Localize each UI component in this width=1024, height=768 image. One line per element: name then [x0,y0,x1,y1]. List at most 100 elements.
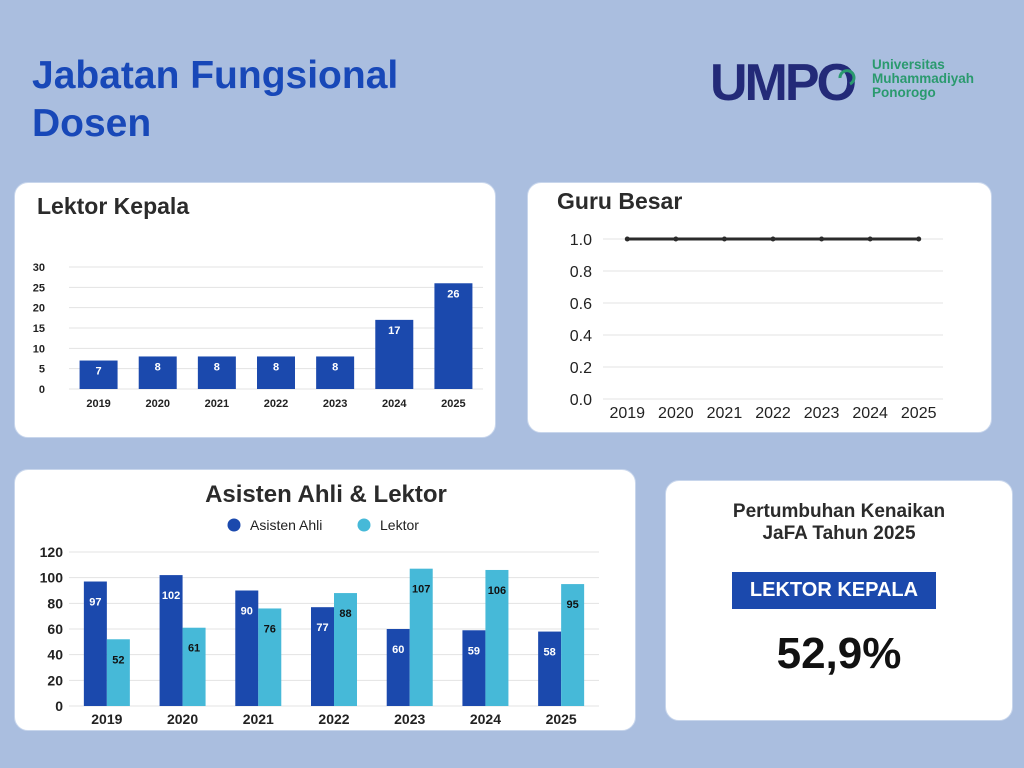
bar [485,569,509,706]
logo-swirl-icon [838,69,856,86]
umpo-logo: UMPO [710,54,859,106]
y-tick-label: 25 [33,282,45,294]
data-label: 58 [544,647,556,659]
bar [409,568,433,706]
data-label: 59 [468,645,480,657]
bar [79,360,118,389]
data-label: 107 [412,584,430,596]
x-tick-label: 2022 [318,711,349,727]
y-tick-label: 0 [55,698,63,714]
x-tick-label: 2020 [658,405,694,422]
data-label: 106 [488,585,506,597]
y-tick-label: 10 [33,343,45,355]
data-label: 95 [567,599,579,611]
guru-besar-chart: 0.0 0.2 0.4 0.6 0.8 1.0 2019 2020 2021 2022 2023 20… [570,232,943,422]
bar [462,630,486,706]
data-label: 17 [388,325,400,337]
bar [83,581,107,706]
bar [106,639,130,706]
bar [159,575,183,706]
page-title: Jabatan Fungsional Dosen [32,52,398,148]
bar [375,319,414,389]
bar [386,629,410,706]
x-tick-label: 2025 [901,405,937,422]
legend-swatch [227,518,241,532]
y-tick-label: 0 [39,384,45,396]
summary-subtitle-line1: Pertumbuhan Kenaikan [732,501,946,522]
summary-subtitle-line2: JaFA Tahun 2025 [762,523,916,544]
lektor-kepala-chart: 0510152025307201982020820218202282023172… [33,262,483,410]
bar [334,593,357,706]
y-tick-label: 120 [40,544,64,560]
data-label: 8 [332,361,338,373]
asisten-lektor-title: Asisten Ahli & Lektor [205,481,447,508]
x-tick-label: 2019 [91,711,122,727]
data-label: 77 [316,622,328,634]
x-tick-label: 2023 [394,711,425,727]
data-label: 76 [264,623,276,635]
bar [561,584,585,706]
y-tick-label: 5 [39,364,45,376]
bar [197,356,236,389]
x-tick-label: 2020 [167,711,198,727]
legend-swatch [357,518,371,532]
logo-text-line2: Muhammadiyah [872,71,975,86]
x-tick-label: 2022 [264,398,288,410]
x-tick-label: 2025 [546,711,577,727]
x-tick-label: 2021 [243,711,274,727]
logo-text-line3: Ponorogo [872,85,936,100]
bar [316,356,355,389]
bar [258,608,282,706]
data-point [721,236,727,242]
logo-text: Universitas Muhammadiyah Ponorogo [872,58,974,100]
y-tick-label: 0.6 [570,296,592,313]
y-tick-label: 100 [40,570,64,586]
data-point [867,236,873,242]
y-tick-label: 0.2 [570,360,592,377]
data-point [673,236,679,242]
x-tick-label: 2022 [755,405,791,422]
legend-label: Asisten Ahli [250,517,322,533]
x-tick-label: 2021 [707,405,743,422]
data-label: 7 [96,366,102,378]
x-tick-label: 2024 [852,405,888,422]
bar [138,356,177,389]
data-label: 61 [188,643,200,655]
data-label: 26 [447,288,459,300]
y-tick-label: 15 [33,323,45,335]
summary-subtitle: Pertumbuhan Kenaikan JaFA Tahun 2025 [666,501,1012,545]
bar [434,283,473,389]
x-tick-label: 2020 [145,398,169,410]
logo-mark: UMPO [710,54,856,106]
growth-percent: 52,9% [776,629,902,678]
data-point [770,236,776,242]
y-tick-label: 20 [33,303,45,315]
data-point [624,236,630,242]
y-tick-label: 0.8 [570,264,592,281]
lektor-kepala-card: Lektor Kepala 0 5 10 15 20 25 30 7 2019 8 2020 8 202… [14,182,496,438]
lektor-kepala-badge: LEKTOR KEPALA [732,572,936,609]
x-tick-label: 2024 [470,711,501,727]
page-title-line2: Dosen [32,102,152,145]
y-tick-label: 1.0 [570,232,592,249]
data-label: 88 [339,608,351,620]
data-label: 8 [214,361,220,373]
y-tick-label: 40 [47,647,63,663]
bar [182,627,206,706]
bar [311,607,334,706]
y-tick-label: 20 [47,672,63,688]
logo-text-line1: Universitas [872,57,945,72]
data-point [916,236,922,242]
bar [235,590,259,706]
x-tick-label: 2019 [86,398,110,410]
y-tick-label: 60 [47,621,63,637]
data-point [819,236,825,242]
data-label: 102 [162,590,180,602]
x-tick-label: 2025 [441,398,465,410]
x-tick-label: 2023 [804,405,840,422]
data-label: 60 [392,644,404,656]
y-tick-label: 0.0 [570,392,592,409]
data-label: 8 [155,361,161,373]
data-label: 52 [112,654,124,666]
data-label: 97 [89,597,101,609]
